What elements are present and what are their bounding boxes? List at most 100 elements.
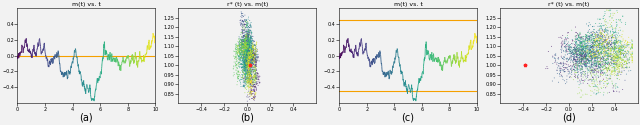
- Point: [243, 31, 253, 33]
- Point: [246, 57, 256, 59]
- Point: [611, 35, 621, 37]
- Point: [612, 53, 622, 55]
- Point: [239, 50, 249, 52]
- Point: [237, 77, 248, 79]
- Point: [591, 53, 602, 55]
- Point: [595, 56, 605, 58]
- Point: [613, 52, 623, 54]
- Point: [586, 45, 596, 47]
- Point: [248, 82, 259, 84]
- Point: [564, 46, 574, 48]
- Point: [250, 64, 260, 66]
- Point: [244, 57, 255, 59]
- Point: [232, 55, 242, 57]
- Point: [584, 60, 594, 62]
- Point: [250, 46, 260, 48]
- Point: [233, 62, 243, 64]
- Point: [237, 42, 247, 44]
- Point: [563, 50, 573, 52]
- Point: [575, 51, 585, 53]
- Point: [624, 59, 634, 61]
- Point: [575, 40, 586, 42]
- Point: [245, 23, 255, 25]
- Point: [241, 69, 252, 71]
- Point: [251, 50, 261, 52]
- Point: [246, 66, 257, 68]
- Point: [584, 45, 594, 47]
- Point: [582, 58, 592, 60]
- Point: [580, 62, 590, 64]
- Point: [243, 64, 253, 66]
- Point: [248, 68, 259, 70]
- Point: [575, 81, 585, 83]
- Point: [595, 39, 605, 41]
- Point: [244, 52, 255, 54]
- Point: [243, 62, 253, 64]
- Point: [591, 40, 602, 42]
- Point: [249, 79, 259, 81]
- Point: [244, 65, 254, 67]
- Point: [244, 42, 254, 44]
- Point: [230, 47, 241, 49]
- Point: [586, 49, 596, 51]
- Point: [586, 59, 596, 61]
- Point: [240, 42, 250, 44]
- Point: [241, 68, 251, 70]
- Point: [573, 68, 583, 70]
- Point: [591, 85, 601, 87]
- Point: [618, 39, 628, 41]
- Point: [244, 66, 255, 68]
- Point: [600, 80, 610, 82]
- Point: [583, 32, 593, 34]
- Point: [237, 42, 248, 44]
- Point: [589, 69, 599, 71]
- Point: [555, 68, 565, 70]
- Point: [253, 78, 263, 80]
- Point: [588, 51, 598, 53]
- Point: [593, 62, 604, 64]
- Point: [242, 36, 252, 38]
- Point: [608, 52, 618, 54]
- Point: [245, 67, 255, 69]
- Point: [596, 45, 607, 47]
- Point: [250, 70, 260, 72]
- Point: [234, 47, 244, 49]
- Point: [577, 90, 587, 92]
- Point: [575, 53, 585, 55]
- Point: [250, 53, 260, 55]
- Point: [568, 53, 579, 55]
- Point: [235, 49, 245, 51]
- Point: [600, 61, 611, 63]
- Point: [570, 44, 580, 46]
- Point: [606, 53, 616, 55]
- Point: [239, 34, 250, 36]
- Point: [243, 51, 253, 53]
- Point: [246, 50, 257, 51]
- Point: [595, 39, 605, 41]
- Point: [232, 60, 242, 62]
- Point: [579, 46, 589, 48]
- Point: [245, 50, 255, 52]
- Point: [559, 70, 569, 72]
- Point: [243, 67, 253, 69]
- Point: [550, 53, 561, 55]
- Point: [612, 50, 622, 52]
- Point: [238, 40, 248, 42]
- Point: [245, 64, 255, 66]
- Point: [611, 73, 621, 75]
- Point: [586, 52, 596, 54]
- Point: [238, 43, 248, 45]
- Point: [618, 45, 628, 47]
- Point: [600, 51, 610, 53]
- Point: [248, 55, 259, 57]
- Point: [588, 49, 598, 51]
- Point: [240, 43, 250, 45]
- Point: [603, 66, 613, 68]
- Point: [623, 60, 633, 62]
- Point: [246, 64, 256, 66]
- Point: [244, 66, 255, 68]
- Point: [577, 54, 587, 56]
- Point: [579, 71, 589, 73]
- Point: [239, 64, 249, 66]
- Point: [579, 46, 589, 48]
